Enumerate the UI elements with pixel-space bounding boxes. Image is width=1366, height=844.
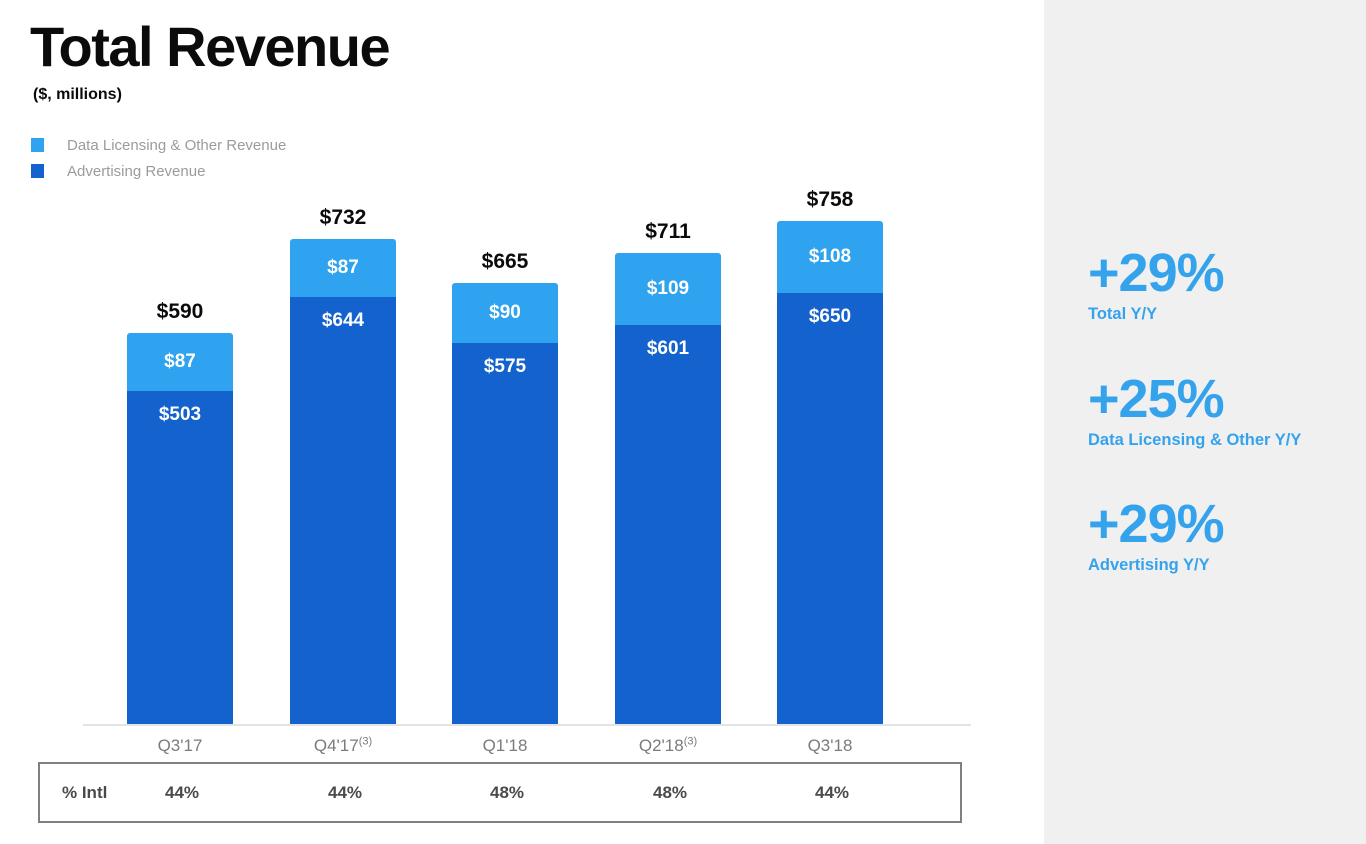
bar-total-label: $758 xyxy=(806,188,854,211)
bar-segment-data-licensing: $108 xyxy=(777,221,883,293)
bar-total-label: $732 xyxy=(319,206,367,229)
segment-value-label: $575 xyxy=(483,356,527,377)
segment-value-label: $87 xyxy=(327,257,359,278)
intl-value-q4-17: 44% xyxy=(327,783,363,802)
bar-segment-advertising: $601 xyxy=(615,325,721,725)
segment-value-label: $90 xyxy=(489,302,521,323)
intl-value-q2-18: 48% xyxy=(652,783,688,802)
segment-value-label: $644 xyxy=(321,310,365,331)
stat-label: Data Licensing & Other Y/Y xyxy=(1088,431,1302,449)
intl-value-q3-17: 44% xyxy=(164,783,200,802)
x-axis-label-q1-18: Q1'18 xyxy=(482,736,528,755)
footnote-marker: (3) xyxy=(683,735,698,748)
segment-value-label: $108 xyxy=(808,246,852,267)
bar-segment-advertising: $650 xyxy=(777,293,883,725)
x-axis-label-q3-18: Q3'18 xyxy=(807,736,853,755)
intl-row-label: % Intl xyxy=(62,783,108,802)
bar-group-q3-18: $758 $108 $650 xyxy=(777,188,883,725)
bar-segment-data-licensing: $90 xyxy=(452,283,558,343)
stat-data-licensing-yoy: +25% Data Licensing & Other Y/Y xyxy=(1088,372,1301,450)
segment-value-label: $650 xyxy=(808,306,852,327)
bar-segment-advertising: $575 xyxy=(452,343,558,725)
intl-value-q3-18: 44% xyxy=(814,783,850,802)
legend-swatch-advertising-icon xyxy=(31,164,44,178)
stat-value: +25% xyxy=(1088,369,1225,429)
bar-group-q4-17: $732 $87 $644 xyxy=(290,206,396,725)
bar-total-label: $711 xyxy=(645,220,691,243)
legend-item-data-licensing: Data Licensing & Other Revenue xyxy=(31,132,286,158)
bar-total-label: $590 xyxy=(156,300,204,323)
bar-group-q3-17: $590 $87 $503 xyxy=(127,300,233,725)
bar-total-label: $665 xyxy=(481,250,529,273)
segment-value-label: $503 xyxy=(158,404,202,425)
x-axis-label-q4-17: Q4'17(3) xyxy=(313,735,373,755)
bar-group-q2-18: $711 $109 $601 xyxy=(615,220,721,725)
segment-value-label: $87 xyxy=(164,351,196,372)
highlights-panel: +29% Total Y/Y +25% Data Licensing & Oth… xyxy=(1044,0,1366,844)
stat-value: +29% xyxy=(1088,243,1225,303)
segment-value-label: $601 xyxy=(646,338,690,359)
bar-segment-data-licensing: $109 xyxy=(615,253,721,325)
page-subtitle: ($, millions) xyxy=(33,86,122,103)
segment-value-label: $109 xyxy=(646,278,690,299)
x-axis-label-q3-17: Q3'17 xyxy=(157,736,203,755)
stacked-bar: $90 $575 xyxy=(452,283,558,725)
x-axis-label-q2-18: Q2'18(3) xyxy=(638,735,698,755)
legend-label: Advertising Revenue xyxy=(67,162,206,180)
stat-label: Total Y/Y xyxy=(1088,305,1158,323)
footnote-marker: (3) xyxy=(358,735,373,748)
bar-segment-data-licensing: $87 xyxy=(290,239,396,297)
intl-value-q1-18: 48% xyxy=(489,783,525,802)
stacked-bar: $108 $650 xyxy=(777,221,883,725)
stacked-bar: $109 $601 xyxy=(615,253,721,725)
bar-group-q1-18: $665 $90 $575 xyxy=(452,250,558,725)
stat-value: +29% xyxy=(1088,494,1225,554)
stacked-bar: $87 $644 xyxy=(290,239,396,725)
legend-label: Data Licensing & Other Revenue xyxy=(67,136,287,154)
stat-total-yoy: +29% Total Y/Y xyxy=(1088,243,1225,324)
legend-item-advertising: Advertising Revenue xyxy=(31,158,286,184)
chart-legend: Data Licensing & Other Revenue Advertisi… xyxy=(31,132,286,184)
bar-segment-advertising: $644 xyxy=(290,297,396,725)
page-title: Total Revenue xyxy=(30,15,391,78)
x-axis-line xyxy=(83,724,971,726)
intl-percent-table: % Intl 44% 44% 48% 48% 44% xyxy=(38,762,962,823)
legend-swatch-data-licensing-icon xyxy=(31,138,44,152)
bar-segment-advertising: $503 xyxy=(127,391,233,725)
stat-label: Advertising Y/Y xyxy=(1088,556,1210,574)
stacked-bar: $87 $503 xyxy=(127,333,233,725)
bar-segment-data-licensing: $87 xyxy=(127,333,233,391)
stat-advertising-yoy: +29% Advertising Y/Y xyxy=(1088,494,1225,575)
